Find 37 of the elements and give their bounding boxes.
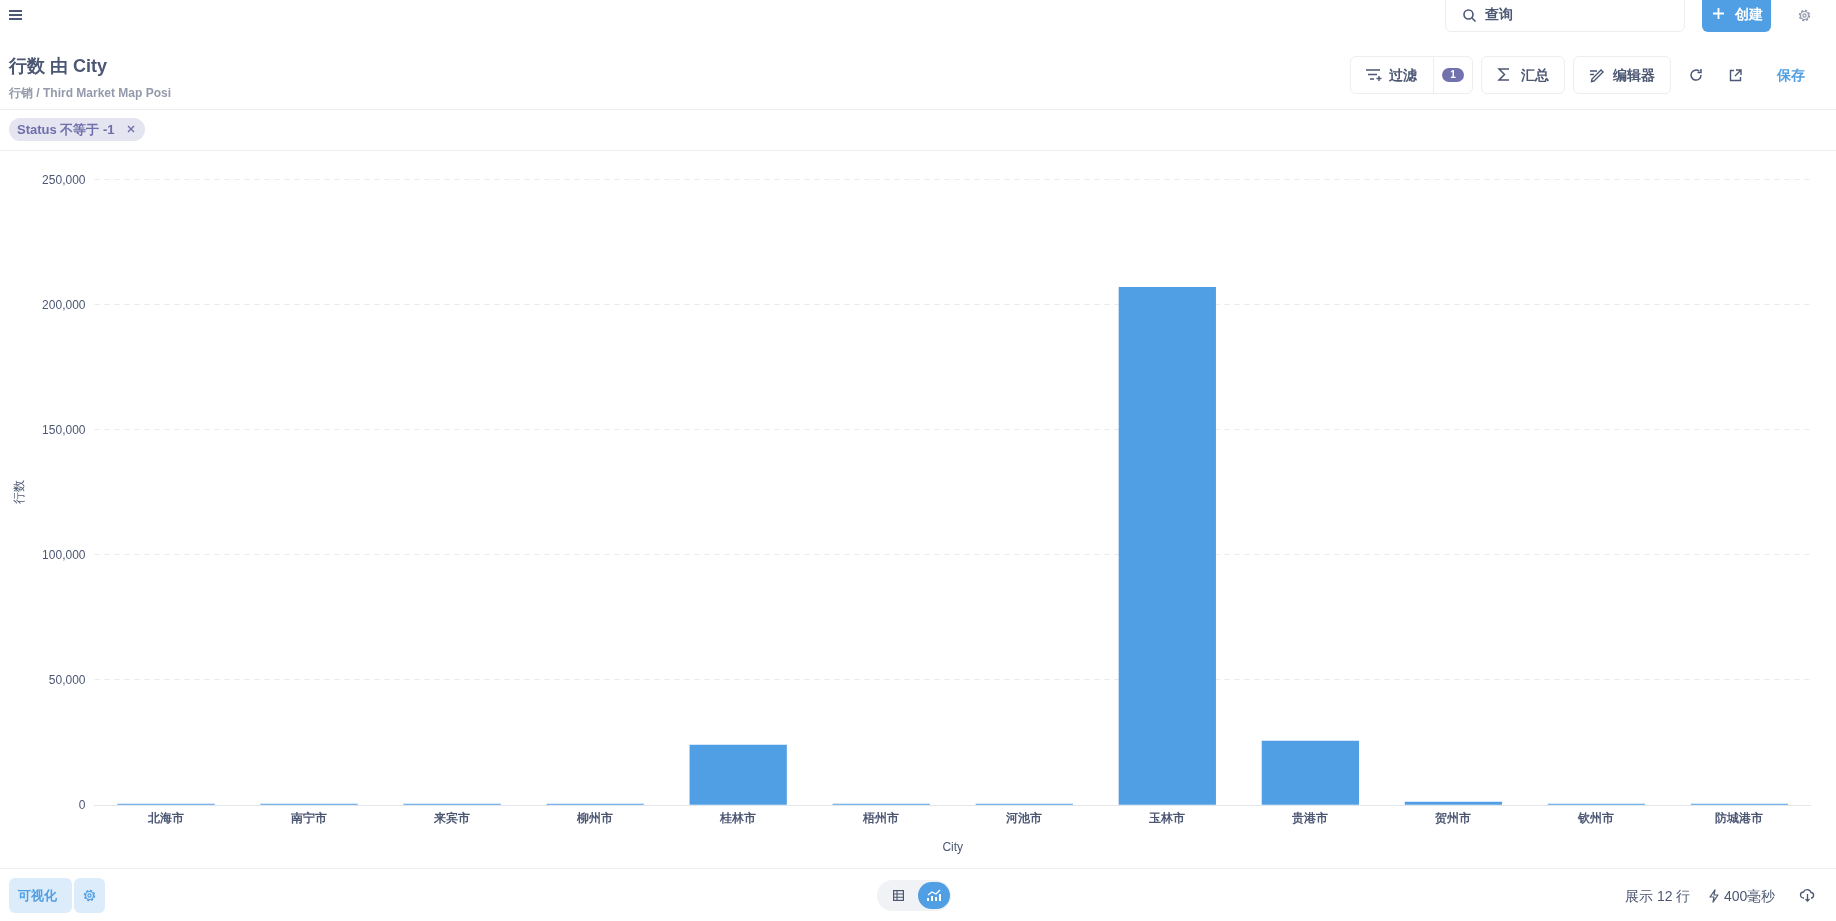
bar (1261, 740, 1359, 805)
x-tick-label: 梧州市 (862, 810, 900, 825)
text: 创建 (1735, 5, 1763, 23)
y-tick-label: 200,000 (42, 297, 86, 312)
x-tick-label: 北海市 (147, 810, 185, 825)
text: 过滤 (1389, 66, 1417, 84)
bar (689, 744, 787, 805)
x-axis-title: City (942, 839, 964, 854)
x-tick-label: 来宾市 (433, 810, 471, 825)
x-tick-label: 防城港市 (1715, 810, 1764, 825)
x-tick-label: 钦州市 (1577, 810, 1615, 825)
text: 查询 (1485, 5, 1513, 23)
text: 汇总 (1521, 66, 1549, 84)
x-tick-label: 南宁市 (290, 810, 328, 825)
y-tick-label: 50,000 (48, 672, 86, 687)
x-tick-label: 河池市 (1005, 810, 1043, 825)
x-tick-label: 贵港市 (1291, 810, 1329, 825)
y-tick-label: 150,000 (42, 422, 86, 437)
x-tick-label: 柳州市 (576, 810, 614, 825)
text: 可视化 (18, 887, 57, 904)
text: 400毫秒 (1724, 887, 1776, 905)
chart-subtitle: 行销 / Third Market Map Posi (9, 85, 172, 101)
text: 展示 12 行 (1625, 887, 1691, 905)
y-tick-label: 250,000 (42, 172, 86, 187)
bar (1404, 801, 1503, 805)
text: 保存 (1777, 66, 1805, 84)
text: Status 不等于 -1 (17, 121, 115, 138)
x-tick-label: 玉林市 (1148, 810, 1186, 825)
y-axis-title: 行数 (11, 480, 26, 505)
count-badge: 1 (1442, 68, 1464, 82)
y-tick-label: 100,000 (42, 547, 86, 562)
x-tick-label: 桂林市 (719, 810, 757, 825)
x-tick-label: 贺州市 (1434, 810, 1472, 825)
chart-title: 行数 由 City (9, 56, 108, 78)
bar (1118, 287, 1216, 805)
text: 编辑器 (1613, 66, 1655, 84)
y-tick-label: 0 (78, 797, 86, 812)
